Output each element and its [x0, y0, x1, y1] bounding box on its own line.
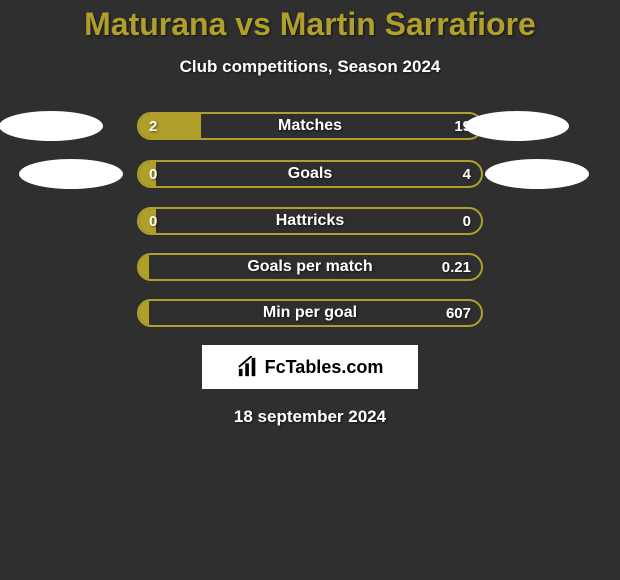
value-right: 0.21 [442, 259, 471, 276]
row-side-right [483, 111, 603, 141]
date-label: 18 september 2024 [0, 407, 620, 427]
comparison-row: 0 4Goals [0, 159, 620, 189]
page-subtitle: Club competitions, Season 2024 [0, 57, 620, 77]
comparison-row: 0.21Goals per match [0, 253, 620, 281]
comparison-bar: 0 4Goals [137, 160, 483, 188]
comparison-bar: 0 0Hattricks [137, 207, 483, 235]
metric-label: Min per goal [139, 304, 481, 322]
value-right: 0 [463, 213, 471, 230]
logo-text: FcTables.com [265, 357, 384, 378]
row-side-left [17, 159, 137, 189]
bar-fill-left [139, 255, 149, 279]
page-title: Maturana vs Martin Sarrafiore [0, 0, 620, 43]
bar-chart-icon [237, 356, 259, 378]
value-left: 0 [149, 213, 157, 230]
player-oval-left [19, 159, 123, 189]
metric-label: Goals per match [139, 258, 481, 276]
player-oval-left [0, 111, 103, 141]
value-left: 0 [149, 166, 157, 183]
comparison-row: 0 0Hattricks [0, 207, 620, 235]
fctables-logo: FcTables.com [202, 345, 418, 389]
bar-fill-left [139, 301, 149, 325]
value-right: 607 [446, 305, 471, 322]
comparison-row: 219Matches [0, 111, 620, 141]
comparison-bar: 0.21Goals per match [137, 253, 483, 281]
value-left: 2 [149, 118, 157, 135]
comparison-rows: 219Matches04Goals00Hattricks0.21Goals pe… [0, 111, 620, 327]
metric-label: Hattricks [139, 212, 481, 230]
metric-label: Goals [139, 165, 481, 183]
row-side-left [17, 111, 137, 141]
comparison-bar: 607Min per goal [137, 299, 483, 327]
value-right: 4 [463, 166, 471, 183]
row-side-right [483, 159, 603, 189]
comparison-row: 607Min per goal [0, 299, 620, 327]
comparison-bar: 219Matches [137, 112, 483, 140]
player-oval-right [465, 111, 569, 141]
player-oval-right [485, 159, 589, 189]
